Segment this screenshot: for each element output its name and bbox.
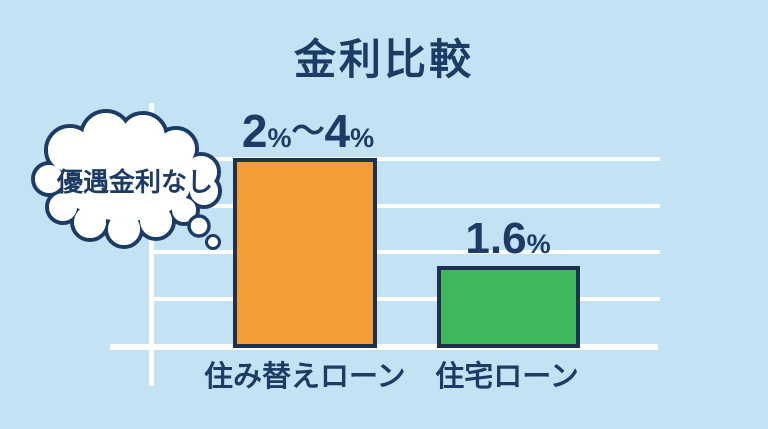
value-number: 1.6 <box>465 214 527 263</box>
chart-title: 金利比較 <box>293 36 474 83</box>
y-axis-line <box>149 103 154 386</box>
range-tilde: 〜 <box>291 112 325 149</box>
x-axis-line <box>110 344 658 350</box>
percent-sign: % <box>526 229 551 259</box>
value-number: 2 <box>241 105 268 157</box>
gridline-3 <box>153 250 660 254</box>
percent-sign: % <box>350 123 375 153</box>
thought-bubble-text: 優遇金利なし <box>56 167 213 197</box>
bar-label-sumikae: 住み替えローン <box>204 361 406 393</box>
bar-label-jutaku: 住宅ローン <box>435 361 579 393</box>
bar-sumikae-loan <box>233 158 377 348</box>
bar-value-label-sumikae: 2%〜4% <box>183 104 433 158</box>
bar-value-label-jutaku: 1.6% <box>408 214 608 264</box>
bar-jutaku-loan <box>437 266 580 348</box>
gridline-4 <box>153 297 660 301</box>
gridline-1 <box>153 157 660 161</box>
gridline-2 <box>153 204 660 208</box>
percent-sign: % <box>267 123 292 153</box>
value-number: 4 <box>324 105 351 157</box>
